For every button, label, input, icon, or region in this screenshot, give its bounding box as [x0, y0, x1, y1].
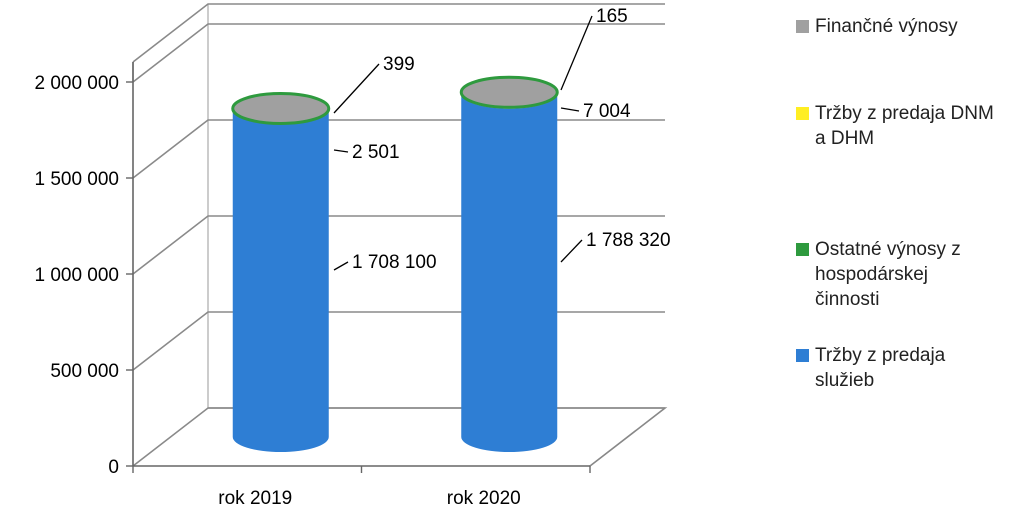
legend-label: Finančné výnosy — [815, 16, 958, 37]
data-labels: 1 708 100 2 501 399 1 788 320 7 004 165 — [333, 6, 671, 273]
bar-segment — [232, 109, 329, 453]
x-tick-labels: rok 2019 rok 2020 — [218, 488, 520, 509]
x-tick-label: rok 2020 — [447, 488, 521, 509]
bars — [231, 75, 559, 453]
legend-item: Tržby z predaja DNM a DHM — [796, 101, 1035, 151]
axes — [126, 62, 591, 473]
bar-top — [459, 75, 559, 109]
y-tick-label: 0 — [108, 457, 119, 478]
data-label: 1 788 320 — [586, 230, 671, 251]
legend-item: Tržby z predaja služieb — [796, 343, 1035, 393]
data-label-leader — [560, 15, 593, 91]
legend-swatch — [796, 107, 809, 120]
gridline — [132, 407, 665, 467]
data-label: 399 — [383, 54, 415, 75]
data-label-leader — [333, 261, 349, 271]
legend-label: Tržby z predaja služieb — [815, 345, 946, 391]
bar-segment — [461, 93, 558, 453]
data-label: 165 — [596, 6, 628, 27]
gridline-top — [132, 3, 665, 63]
data-label-leader — [333, 149, 349, 153]
legend-label: Tržby z predaja DNM a DHM — [815, 103, 994, 149]
y-tick-label: 500 000 — [50, 361, 119, 382]
legend-swatch — [796, 243, 809, 256]
bar-top — [231, 91, 331, 125]
data-label-leader — [333, 63, 380, 114]
gridline — [132, 23, 665, 83]
y-tick-label: 1 000 000 — [34, 265, 119, 286]
legend-item: Ostatné výnosy z hospodárskej činnosti — [796, 237, 1035, 312]
y-tick-labels: 0 500 000 1 000 000 1 500 000 2 000 000 — [34, 73, 119, 478]
legend-swatch — [796, 349, 809, 362]
legend-item: Finančné výnosy — [796, 14, 1035, 39]
x-tick-label: rok 2019 — [218, 488, 292, 509]
data-label-leader — [560, 107, 580, 112]
y-tick-label: 2 000 000 — [34, 73, 119, 94]
gridlines — [132, 3, 665, 467]
data-label: 7 004 — [583, 101, 631, 122]
data-label-leader — [560, 239, 583, 263]
legend-swatch — [796, 20, 809, 33]
gridline — [132, 311, 665, 371]
legend-label: Ostatné výnosy z hospodárskej činnosti — [815, 239, 961, 310]
data-label: 2 501 — [352, 142, 400, 163]
y-tick-label: 1 500 000 — [34, 169, 119, 190]
data-label: 1 708 100 — [352, 252, 437, 273]
